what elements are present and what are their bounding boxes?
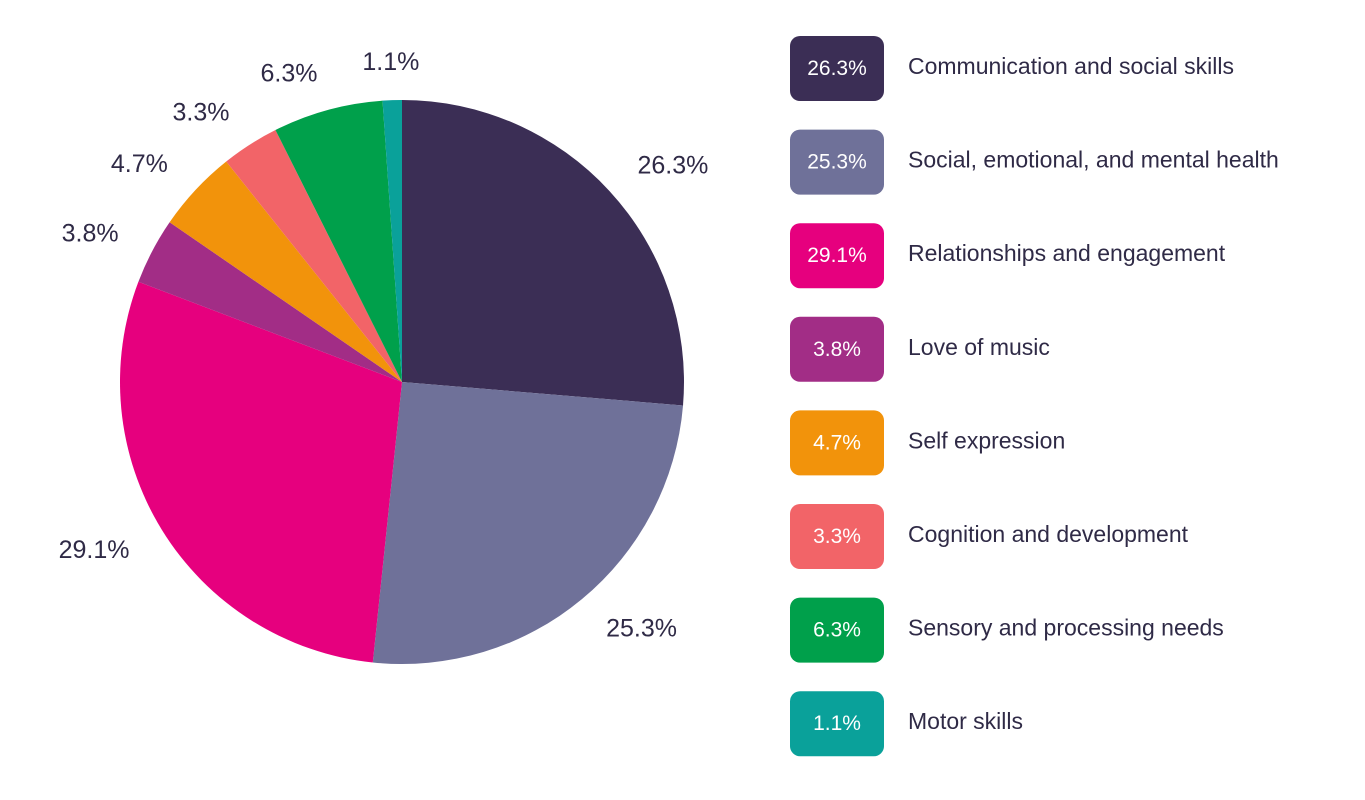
legend-label-sensory-and-processing-needs: Sensory and processing needs xyxy=(908,615,1224,641)
pie-data-label-cognition-and-development: 3.3% xyxy=(173,99,230,127)
legend-item-communication-and-social-skills: 26.3% Communication and social skills xyxy=(790,36,1234,101)
pie-slice-cognition-and-development xyxy=(226,130,402,382)
pie-slice-love-of-music xyxy=(138,222,402,382)
legend-item-motor-skills: 1.1% Motor skills xyxy=(790,691,1023,757)
legend-item-self-expression: 4.7% Self expression xyxy=(790,410,1065,476)
pie-data-label-sensory-and-processing-needs: 6.3% xyxy=(261,59,318,87)
legend-value-sensory-and-processing-needs: 6.3% xyxy=(813,619,861,642)
pie-slice-self-expression xyxy=(169,161,402,382)
legend-item-sensory-and-processing-needs: 6.3% Sensory and processing needs xyxy=(790,597,1224,663)
pie-slice-relationships-and-engagement xyxy=(120,281,402,663)
legend-label-communication-and-social-skills: Communication and social skills xyxy=(908,53,1234,79)
legend-label-love-of-music: Love of music xyxy=(908,334,1050,360)
legend-value-social-emotional-and-mental-health: 25.3% xyxy=(807,151,867,174)
pie-slice-social-emotional-and-mental-health xyxy=(372,382,684,664)
legend-swatch-self-expression xyxy=(790,410,884,476)
legend-swatch-communication-and-social-skills xyxy=(790,36,884,101)
legend-swatch-relationships-and-engagement xyxy=(790,223,884,289)
legend-item-love-of-music: 3.8% Love of music xyxy=(790,316,1050,382)
pie-data-label-communication-and-social-skills: 26.3% xyxy=(638,151,709,179)
pie-data-labels: 26.3% 25.3% 29.1% 3.8% 4.7%3.3% 6.3% 1.1% xyxy=(59,48,709,642)
legend-item-relationships-and-engagement: 29.1% Relationships and engagement xyxy=(790,223,1226,289)
legend-swatch-social-emotional-and-mental-health xyxy=(790,129,884,195)
pie-slice-communication-and-social-skills xyxy=(402,100,684,406)
legend-label-social-emotional-and-mental-health: Social, emotional, and mental health xyxy=(908,147,1279,173)
legend-item-social-emotional-and-mental-health: 25.3% Social, emotional, and mental healt… xyxy=(790,129,1279,195)
pie-slices xyxy=(120,99,684,664)
legend-swatch-motor-skills xyxy=(790,691,884,757)
legend: 26.3% Communication and social skills 25.3… xyxy=(790,36,1279,757)
legend-value-cognition-and-development: 3.3% xyxy=(813,525,861,548)
pie-data-label-motor-skills: 1.1% xyxy=(362,48,419,76)
legend-label-self-expression: Self expression xyxy=(908,427,1065,453)
legend-value-communication-and-social-skills: 26.3% xyxy=(807,57,867,80)
pie-slice-motor-skills xyxy=(382,99,402,382)
pie-data-label-relationships-and-engagement: 29.1% xyxy=(59,536,130,564)
legend-item-cognition-and-development: 3.3% Cognition and development xyxy=(790,504,1189,569)
pie-data-label-social-emotional-and-mental-health: 25.3% xyxy=(606,614,677,642)
legend-swatch-sensory-and-processing-needs xyxy=(790,597,884,663)
pie-data-label-love-of-music: 3.8% xyxy=(62,220,119,248)
legend-swatch-love-of-music xyxy=(790,316,884,382)
legend-value-love-of-music: 3.8% xyxy=(813,338,861,361)
legend-value-motor-skills: 1.1% xyxy=(813,712,861,735)
legend-value-relationships-and-engagement: 29.1% xyxy=(807,244,867,267)
legend-label-cognition-and-development: Cognition and development xyxy=(908,521,1189,547)
legend-swatch-cognition-and-development xyxy=(790,504,884,569)
pie-slice-sensory-and-processing-needs xyxy=(275,100,402,383)
legend-label-motor-skills: Motor skills xyxy=(908,708,1023,734)
legend-label-relationships-and-engagement: Relationships and engagement xyxy=(908,240,1226,266)
pie-data-label-self-expression: 4.7% xyxy=(111,150,168,178)
legend-value-self-expression: 4.7% xyxy=(813,431,861,454)
